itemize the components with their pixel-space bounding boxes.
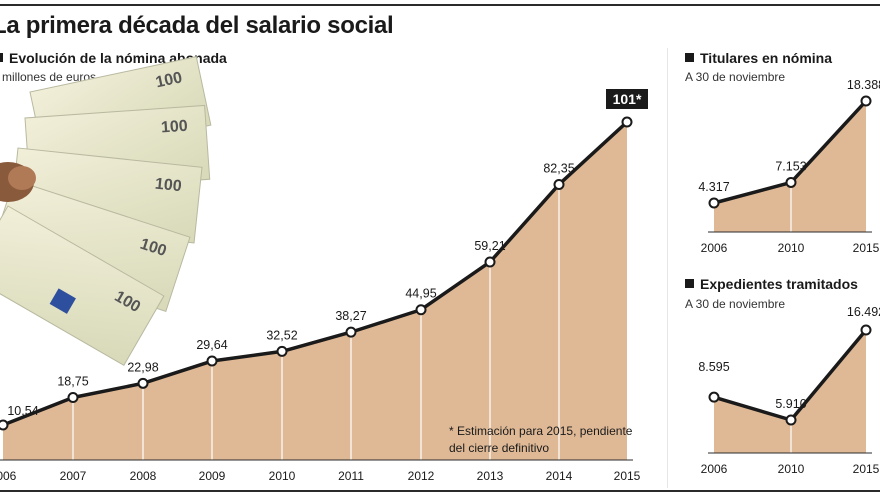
x-tick-label: 2007 [60,469,87,483]
data-point [708,197,720,209]
top-rule [0,4,880,6]
data-label: 82,35 [543,161,574,175]
data-point [621,116,633,128]
data-label: 59,21 [474,239,505,253]
data-label: 4.317 [698,180,729,194]
titulares-chart-title-text: Titulares en nómina [700,50,832,66]
x-tick-label: 2010 [778,241,805,255]
svg-text:100: 100 [160,118,188,137]
titulares-chart: 4.317 2006 7.153 2010 18.388 2015 [698,78,880,255]
x-tick-label: 2010 [778,462,805,476]
data-point [345,326,357,338]
main-chart: 10,54 2006 18,75 2007 22,98 2008 29,64 2009 32,5… [0,89,648,483]
square-bullet-icon [0,53,3,62]
data-point [484,256,496,268]
x-tick-label: 2009 [199,469,226,483]
data-label: 101* [613,91,642,107]
expedientes-chart-unit: A 30 de noviembre [685,297,786,311]
expedientes-chart-title-text: Expedientes tramitados [700,276,858,292]
bottom-rule [0,490,880,492]
x-tick-label: 2011 [338,469,364,483]
data-label: 22,98 [127,360,158,374]
x-tick-label: 2008 [130,469,157,483]
data-label: 18.388 [847,78,880,92]
area-fill [3,122,627,460]
expedientes-chart-title: Expedientes tramitados [685,276,858,292]
banknotes-illustration: 100 100 100 100 100 [0,56,212,366]
titulares-chart-title: Titulares en nómina [685,50,832,66]
x-tick-label: 2006 [701,241,728,255]
expedientes-chart: 8.595 2006 5.910 2010 16.492 2015 [698,305,880,476]
x-tick-label: 2015 [853,241,880,255]
page-title: La primera década del salario social [0,12,394,39]
data-label: 29,64 [196,338,227,352]
area-fill [714,101,866,232]
x-tick-label: 2014 [546,469,573,483]
x-tick-label: 2015 [614,469,641,483]
area-fill [714,330,866,453]
data-label: 44,95 [405,287,436,301]
data-label: 16.492 [847,305,880,319]
footnote: del cierre definitivo [449,441,549,455]
highlight-label-box [606,89,648,109]
x-tick-label: 2010 [269,469,296,483]
svg-text:100: 100 [154,69,184,91]
data-point [553,178,565,190]
data-label: 8.595 [698,360,729,374]
data-label: 38,27 [335,309,366,323]
panel-divider [667,48,668,488]
data-point [67,392,79,404]
data-point [0,419,9,431]
data-point [785,176,797,188]
main-chart-unit: En millones de euros [0,70,97,84]
x-tick-label: 2006 [701,462,728,476]
data-label: 10,54 [7,404,38,418]
data-point [206,355,218,367]
x-tick-label: 2006 [0,469,17,483]
data-point [137,377,149,389]
square-bullet-icon [685,279,694,288]
data-point [785,414,797,426]
data-point [276,345,288,357]
svg-text:100: 100 [154,176,182,196]
x-tick-label: 2015 [853,462,880,476]
series-line [2,120,629,427]
data-point [708,391,720,403]
data-point [860,95,872,107]
x-tick-label: 2012 [408,469,435,483]
data-label: 5.910 [775,397,806,411]
data-point [860,324,872,336]
square-bullet-icon [685,53,694,62]
x-tick-label: 2013 [477,469,504,483]
data-label: 32,52 [266,328,297,342]
data-label: 7.153 [775,159,806,173]
titulares-chart-unit: A 30 de noviembre [685,70,786,84]
footnote: * Estimación para 2015, pendiente [449,424,633,438]
data-point [415,304,427,316]
data-label: 18,75 [57,375,88,389]
